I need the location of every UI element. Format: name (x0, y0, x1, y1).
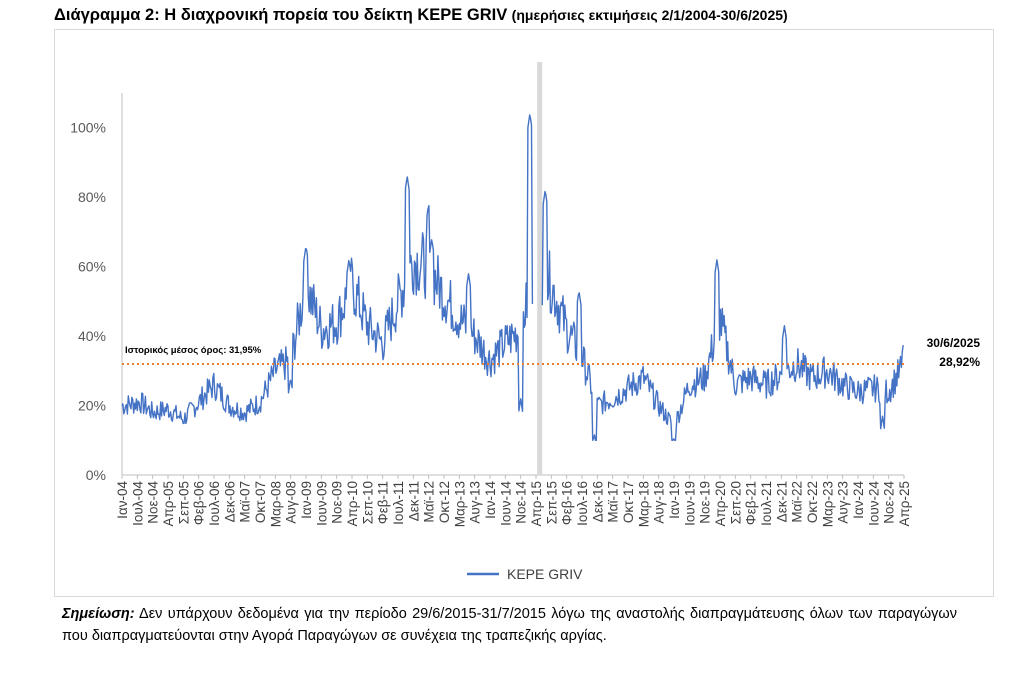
x-tick-label: Ιουλ-21 (759, 481, 774, 526)
x-tick-label: Δεκ-16 (590, 481, 605, 522)
x-tick-label: Ιουν-24 (866, 481, 881, 526)
x-tick-label: Νοε-24 (882, 481, 897, 524)
x-tick-label: Νοε-19 (698, 481, 713, 524)
x-tick-label: Νοε-14 (514, 481, 529, 524)
x-tick-label: Ιουν-14 (498, 481, 513, 526)
x-tick-label: Δεκ-11 (406, 481, 421, 521)
x-tick-label: Αυγ-08 (284, 481, 299, 524)
series-line-kepe-griv (121, 114, 904, 441)
x-tick-label: Φεβ-21 (744, 481, 759, 525)
x-tick-label: Απρ-25 (897, 481, 912, 527)
x-tick-label: Οκτ-22 (805, 481, 820, 523)
x-tick-label: Ιουλ-04 (130, 481, 145, 526)
x-tick-label: Οκτ-07 (253, 481, 268, 523)
x-tick-label: Απρ-05 (161, 481, 176, 527)
x-tick-label: Απρ-10 (345, 481, 360, 527)
x-tick-label: Νοε-09 (330, 481, 345, 524)
x-tick-label: Απρ-20 (713, 481, 728, 527)
legend-label: KEPE GRIV (507, 566, 583, 582)
x-tick-label: Ιουλ-11 (391, 481, 406, 525)
note-label: Σημείωση: (62, 606, 135, 622)
x-tick-label: Αυγ-18 (652, 481, 667, 524)
last-value-label: 28,92% (939, 355, 980, 369)
x-tick-label: Ιουλ-16 (575, 481, 590, 526)
x-tick-label: Οκτ-12 (437, 481, 452, 523)
x-tick-label: Μαρ-08 (268, 481, 283, 527)
x-tick-label: Μαϊ-12 (422, 481, 437, 523)
x-tick-label: Μαρ-23 (820, 481, 835, 527)
note-text: Δεν υπάρχουν δεδομένα για την περίοδο 29… (62, 606, 957, 644)
x-tick-label: Μαϊ-17 (606, 481, 621, 523)
x-tick-label: Ιαν-14 (483, 481, 498, 519)
x-tick-label: Σεπ-15 (544, 481, 559, 524)
chart-title: Διάγραμμα 2: Η διαχρονική πορεία του δεί… (54, 6, 788, 25)
x-tick-label: Σεπ-05 (176, 481, 191, 524)
line-chart: 0%20%40%60%80%100%Ιαν-04 Ιουλ-04 Νοε-04 Απρ… (70, 62, 981, 582)
x-tick-label: Δεκ-21 (774, 481, 789, 522)
x-tick-label: Αυγ-13 (468, 481, 483, 524)
x-tick-label: Απρ-15 (529, 481, 544, 527)
y-tick-label: 40% (78, 328, 106, 344)
chart-title-subtitle: (ημερήσιες εκτιμήσεις 2/1/2004-30/6/2025… (511, 7, 788, 23)
x-tick-label: Σεπ-20 (728, 481, 743, 524)
x-tick-label: Οκτ-17 (621, 481, 636, 523)
x-tick-label: Νοε-04 (146, 481, 161, 524)
y-tick-label: 80% (78, 189, 106, 205)
last-value-date: 30/6/2025 (927, 336, 981, 350)
x-tick-label: Φεβ-16 (560, 481, 575, 525)
y-tick-label: 100% (70, 120, 106, 136)
x-tick-label: Αυγ-23 (836, 481, 851, 524)
y-tick-label: 20% (78, 398, 106, 414)
historical-mean-label: Ιστορικός μέσος όρος: 31,95% (125, 345, 262, 356)
chart-title-main: Διάγραμμα 2: Η διαχρονική πορεία του δεί… (54, 6, 508, 24)
x-tick-label: Μαρ-18 (636, 481, 651, 527)
y-tick-label: 60% (78, 259, 106, 275)
x-tick-label: Ιαν-19 (667, 481, 682, 519)
x-tick-label: Ιουν-09 (314, 481, 329, 526)
x-tick-label: Ιαν-24 (851, 481, 866, 519)
x-tick-label: Ιαν-09 (299, 481, 314, 519)
chart-note: Σημείωση: Δεν υπάρχουν δεδομένα για την … (62, 603, 957, 647)
x-tick-label: Σεπ-10 (360, 481, 375, 524)
x-tick-label: Δεκ-06 (222, 481, 237, 522)
x-tick-label: Μαρ-13 (452, 481, 467, 527)
x-tick-label: Ιαν-04 (115, 481, 130, 519)
x-tick-label: Μαϊ-22 (790, 481, 805, 523)
x-tick-label: Ιουλ-06 (207, 481, 222, 526)
trading-gap-band (537, 62, 543, 475)
chart-area: 0% 20% 40% 60% 80% 100% Ιαν-04 Ιουλ-04 Νοε-04 Απρ… (54, 29, 994, 597)
x-tick-label: Μαϊ-07 (238, 481, 253, 523)
x-tick-label: Φεβ-11 (376, 481, 391, 524)
y-tick-label: 0% (86, 467, 106, 483)
x-tick-label: Ιουν-19 (682, 481, 697, 526)
x-tick-label: Φεβ-06 (192, 481, 207, 525)
